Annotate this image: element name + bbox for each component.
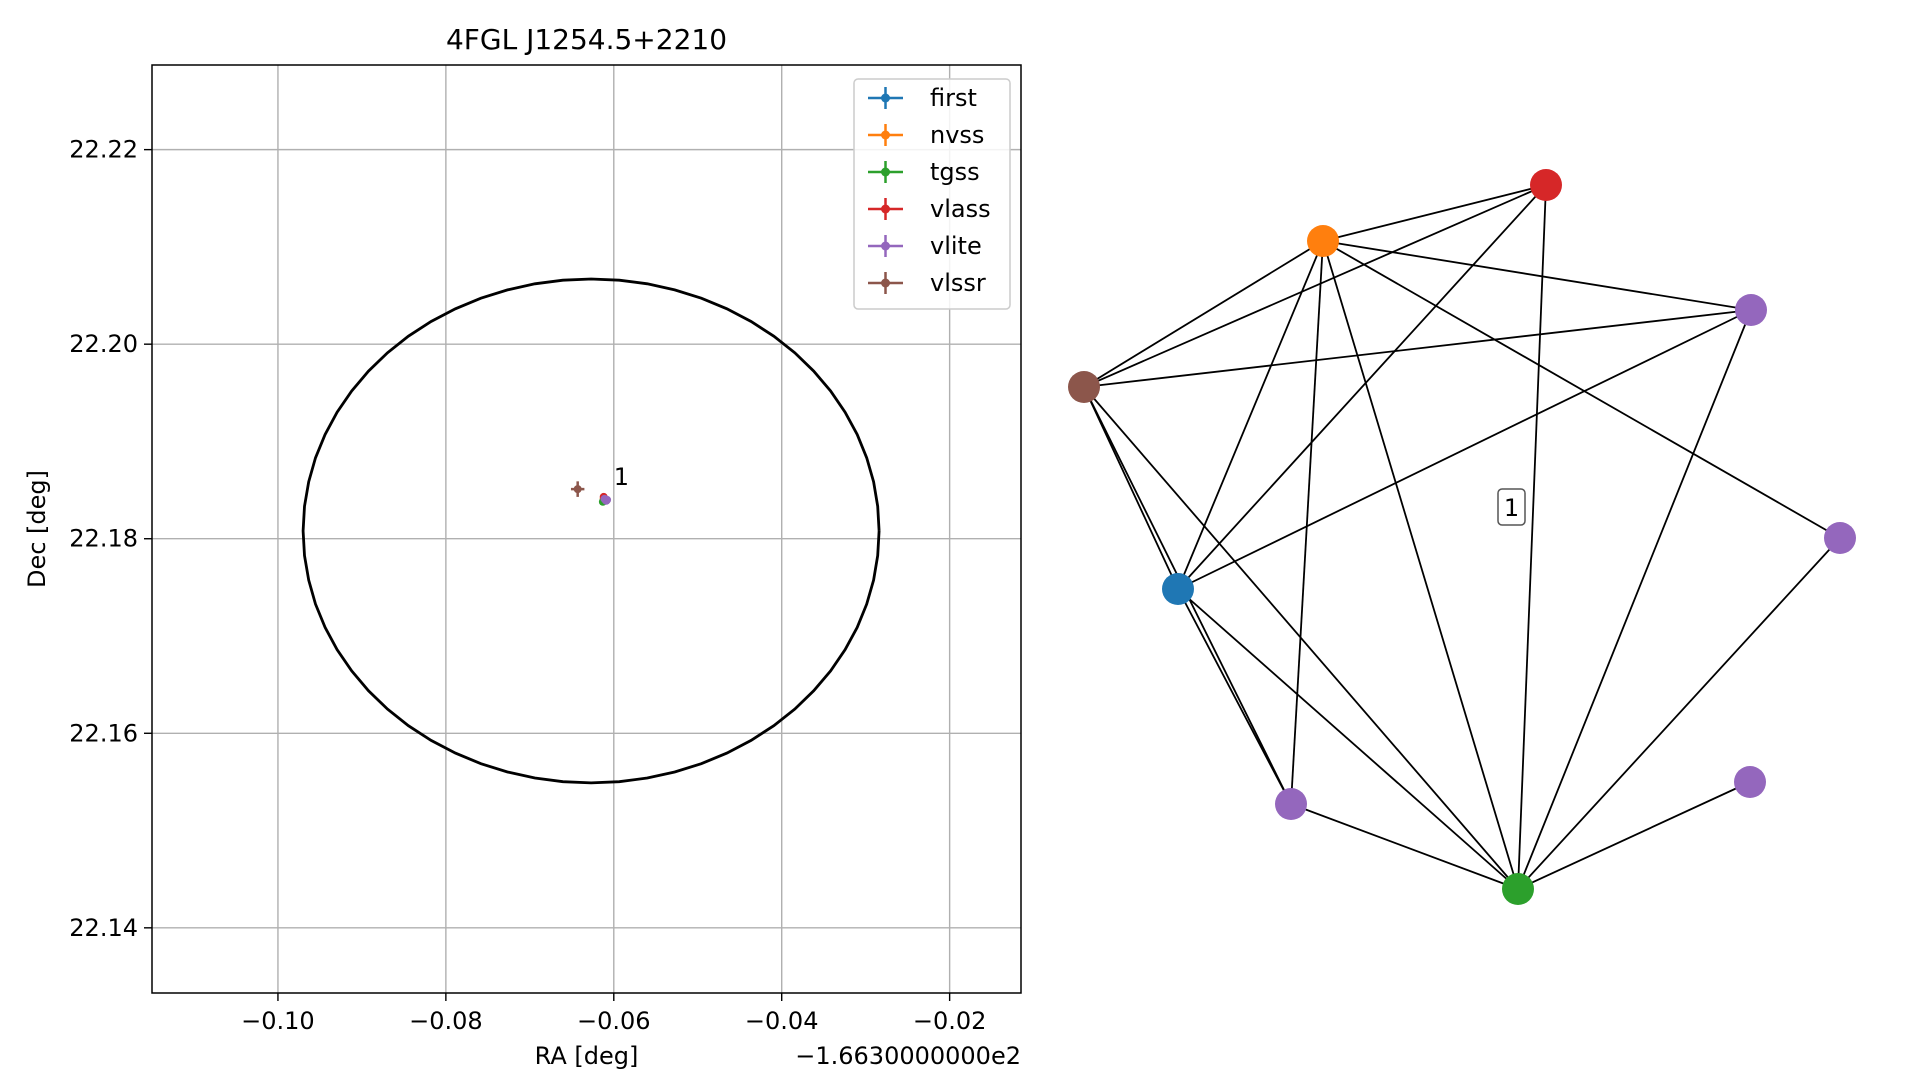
x-axis-label: RA [deg] [535, 1042, 639, 1070]
y-tick-label: 22.22 [69, 136, 138, 164]
network-cluster-label-box [1497, 488, 1526, 526]
network-edge-blue-vlite3 [1177, 588, 1292, 805]
y-tick-label: 22.14 [69, 914, 138, 942]
legend-label: tgss [930, 158, 980, 186]
network-node-brown [1068, 371, 1100, 403]
network-edge-red-orange [1322, 184, 1547, 242]
localization-ellipse [301, 277, 881, 785]
legend-handle-marker [881, 167, 890, 177]
data-points-layer [570, 481, 612, 506]
legend-label: vlite [930, 232, 982, 260]
network-edge-orange-vlite3 [1290, 240, 1324, 805]
chart-title: 4FGL J1254.5+2210 [446, 23, 727, 56]
network-edge-red-brown [1083, 184, 1547, 388]
network-edge-brown-green [1083, 386, 1519, 890]
legend-label: vlssr [930, 269, 986, 297]
legend-handle-marker [881, 204, 890, 214]
x-tick-label: −0.08 [409, 1007, 483, 1035]
x-tick-label: −0.10 [241, 1007, 315, 1035]
network-edge-blue-green [1177, 588, 1519, 890]
network-edge-vlite1-blue [1177, 309, 1752, 590]
network-edge-vlite2-green [1517, 537, 1841, 890]
legend-item-vlssr: vlssr [868, 269, 986, 297]
legend-item-tgss: tgss [868, 158, 980, 186]
legend-handle-marker [881, 241, 890, 251]
network-node-red [1530, 169, 1562, 201]
x-tick-label: −0.02 [913, 1007, 987, 1035]
network-node-vlite3 [1275, 788, 1307, 820]
y-axis-label: Dec [deg] [23, 470, 51, 588]
legend-handle-marker [881, 130, 890, 140]
y-axis-ticks: 22.14 22.16 22.18 22.20 22.22 [69, 136, 152, 942]
network-node-vlite4 [1734, 766, 1766, 798]
data-point-vlssr [570, 481, 585, 497]
legend-label: first [930, 84, 977, 112]
network-edge-orange-green [1322, 240, 1519, 890]
point-marker [603, 495, 612, 504]
y-tick-label: 22.16 [69, 719, 138, 747]
network-cluster-label: 1 [1497, 488, 1526, 526]
x-axis-ticks: −0.10 −0.08 −0.06 −0.04 −0.02 [241, 993, 986, 1035]
data-point-vlite [603, 495, 612, 504]
network-nodes [1068, 169, 1856, 905]
localization-ellipse-layer [301, 277, 881, 785]
x-tick-label: −0.04 [745, 1007, 819, 1035]
legend-label: nvss [930, 121, 984, 149]
network-edge-red-blue [1177, 184, 1547, 590]
network-edge-vlite3-green [1290, 803, 1519, 890]
network-edge-orange-blue [1177, 240, 1324, 590]
network-node-green [1502, 873, 1534, 905]
network-edge-orange-vlite1 [1322, 240, 1752, 311]
legend-item-nvss: nvss [868, 121, 984, 149]
legend-handle-marker [881, 278, 890, 288]
network-node-orange [1307, 225, 1339, 257]
scatter-panel: −0.10 −0.08 −0.06 −0.04 −0.02 22.1422.1622.1… [23, 23, 1022, 1070]
network-edge-red-green [1517, 184, 1547, 890]
y-tick-label: 22.20 [69, 330, 138, 358]
network-node-vlite2 [1824, 522, 1856, 554]
legend-item-vlass: vlass [868, 195, 991, 223]
network-node-blue [1162, 573, 1194, 605]
network-node-vlite1 [1735, 294, 1767, 326]
network-edge-vlite1-green [1517, 309, 1752, 890]
network-edge-vlite1-brown [1083, 309, 1752, 388]
x-axis-offset-label: −1.6630000000e2 [795, 1042, 1021, 1070]
legend-item-first: first [868, 84, 977, 112]
cluster-label: 1 [614, 463, 629, 491]
legend-item-vlite: vlite [868, 232, 982, 260]
network-edge-vlite4-green [1517, 781, 1751, 890]
network-edges [1083, 184, 1841, 890]
point-marker [573, 485, 582, 494]
axes-frame [151, 64, 1022, 994]
network-cluster-label-text: 1 [1504, 494, 1519, 522]
network-panel: 1 [1068, 169, 1856, 905]
x-tick-label: −0.06 [577, 1007, 651, 1035]
legend: first nvss tgss vlass vlite vlssr [853, 78, 1011, 310]
network-edge-orange-brown [1083, 240, 1324, 388]
legend-handle-marker [881, 93, 890, 103]
legend-label: vlass [930, 195, 991, 223]
legend-box [853, 78, 1011, 310]
y-tick-label: 22.18 [69, 525, 138, 553]
network-edge-brown-blue [1083, 386, 1179, 590]
network-edge-orange-vlite2 [1322, 240, 1841, 539]
